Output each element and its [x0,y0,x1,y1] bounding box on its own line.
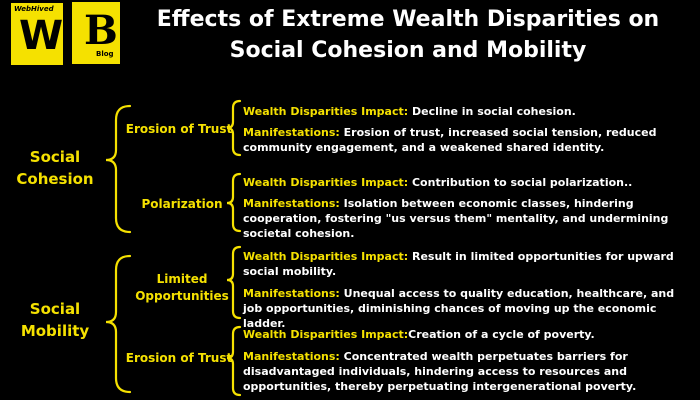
logo-w-caption: WebHived [14,5,54,13]
impact-key: Wealth Disparities Impact: [243,328,409,341]
manifestations-text: Erosion of trust, increased social tensi… [243,126,657,154]
detail-manifestations: Manifestations: Isolation between econom… [243,196,695,241]
logo-b-caption: Blog [96,50,114,58]
bracket-erosion-of-trust-1 [226,99,242,157]
manifestations-key: Manifestations: [243,126,340,139]
webhived-logo: WebHived W [10,2,64,66]
sub-label-line-2: Opportunities [135,289,229,303]
detail-impact: Wealth Disparities Impact: Result in lim… [243,249,693,279]
blog-logo: B Blog [72,2,120,64]
sub-label-erosion-of-trust: Erosion of Trust [125,122,233,136]
manifestations-text: Isolation between economic classes, hind… [243,197,669,240]
detail-manifestations: Manifestations: Concentrated wealth perp… [243,349,698,394]
sub-label-limited-opportunities: Limited Opportunities [124,271,240,305]
logo-w-letter: W [19,13,64,59]
manifestations-key: Manifestations: [243,197,340,210]
main-label-social-mobility: Social Mobility [0,298,110,342]
sub-label-polarization: Polarization [141,197,223,211]
bracket-polarization [226,172,242,233]
logo-b-letter: B [84,7,118,54]
bracket-limited-opportunities [226,245,242,320]
impact-text: Creation of a cycle of poverty. [408,328,595,341]
sub-label-erosion-of-trust: Erosion of Trust [125,351,233,365]
main-label-line-1: Social [29,300,81,318]
impact-key: Wealth Disparities Impact: [243,105,409,118]
bracket-erosion-of-trust-2 [226,325,242,397]
sub-label-line-1: Limited [156,272,208,286]
detail-impact: Wealth Disparities Impact:Creation of a … [243,327,693,342]
main-label-line-2: Mobility [20,322,90,340]
detail-manifestations: Manifestations: Erosion of trust, increa… [243,125,693,155]
title-line-2: Social Cohesion and Mobility [229,38,587,63]
impact-text: Result in limited opportunities for upwa… [243,250,674,278]
detail-impact: Wealth Disparities Impact: Decline in so… [243,104,693,119]
impact-text: Decline in social cohesion. [408,105,576,118]
manifestations-key: Manifestations: [243,287,340,300]
title-line-1: Effects of Extreme Wealth Disparities on [156,7,660,32]
impact-key: Wealth Disparities Impact: [243,176,409,189]
impact-text: Contribution to social polarization.. [408,176,633,189]
main-label-line-2: Cohesion [16,170,94,188]
page-title: Effects of Extreme Wealth Disparities on… [130,4,686,66]
detail-impact: Wealth Disparities Impact: Contribution … [243,175,693,190]
bracket-social-cohesion [105,104,132,234]
main-label-line-1: Social [29,148,81,166]
manifestations-text: Concentrated wealth perpetuates barriers… [243,350,637,393]
manifestations-key: Manifestations: [243,350,340,363]
detail-manifestations: Manifestations: Unequal access to qualit… [243,286,693,331]
bracket-social-mobility [105,254,132,394]
impact-key: Wealth Disparities Impact: [243,250,409,263]
main-label-social-cohesion: Social Cohesion [0,146,110,190]
manifestations-text: Unequal access to quality education, hea… [243,287,675,330]
